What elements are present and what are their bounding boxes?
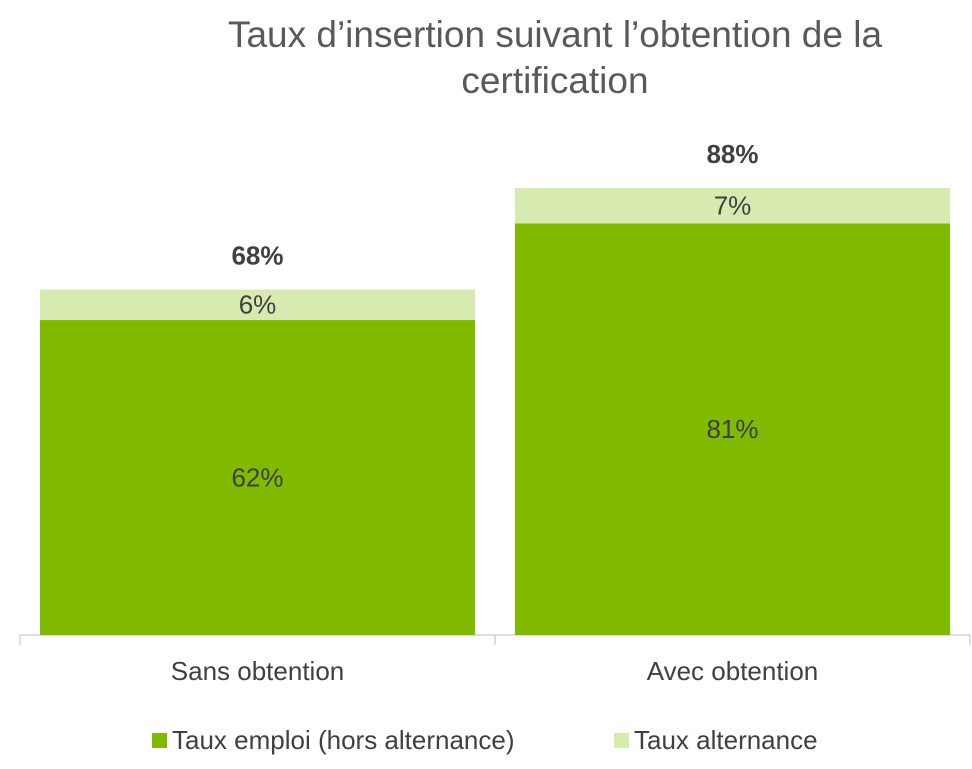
legend-label: Taux alternance — [634, 725, 818, 755]
x-tick-label: Sans obtention — [171, 656, 344, 686]
legend-swatch — [152, 733, 167, 748]
legend-swatch — [614, 733, 629, 748]
bar-segment — [39, 320, 476, 635]
data-label: 6% — [239, 290, 277, 320]
chart-title: Taux d’insertion suivant l’obtention de … — [227, 14, 883, 101]
total-label: 68% — [231, 240, 283, 270]
data-label: 62% — [231, 462, 283, 492]
data-label: 7% — [714, 191, 752, 221]
legend-label: Taux emploi (hors alternance) — [172, 725, 515, 755]
x-tick-label: Avec obtention — [647, 656, 819, 686]
bar-segment — [514, 187, 951, 224]
data-label: 81% — [706, 414, 758, 444]
bar-segment — [39, 289, 476, 321]
bar-segment — [514, 223, 951, 635]
total-label: 88% — [706, 139, 758, 169]
